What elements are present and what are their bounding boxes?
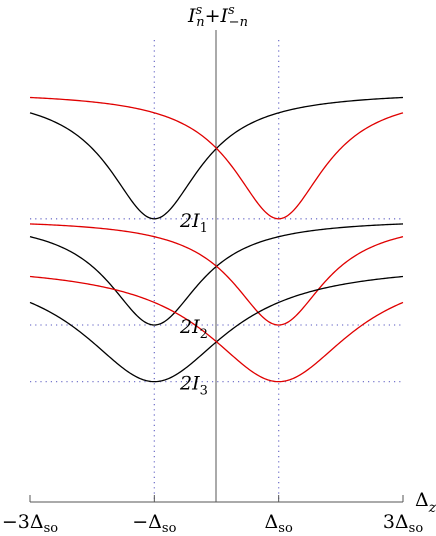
labels: Is n+Is −n Δz −3Δso −Δso Δso 3Δso 2I1 2I2 2I3 (2, 3, 436, 536)
series-group (29, 96, 404, 383)
x-tick-label: −3Δso (2, 511, 58, 536)
x-axis-label: Δz (415, 489, 436, 516)
x-tick-label: −Δso (132, 511, 176, 536)
level-label: 2I2 (179, 316, 208, 342)
level-label: 2I1 (179, 210, 208, 236)
y-axis-title: Is n+Is −n (187, 3, 248, 30)
series-line-red-1 (29, 96, 404, 220)
x-tick-label: Δso (265, 511, 293, 536)
guide-lines (30, 40, 403, 502)
series-line-red-3 (29, 275, 404, 383)
level-label: 2I3 (179, 373, 208, 399)
series-line-red-2 (29, 223, 404, 326)
x-tick-label: 3Δso (383, 511, 423, 536)
